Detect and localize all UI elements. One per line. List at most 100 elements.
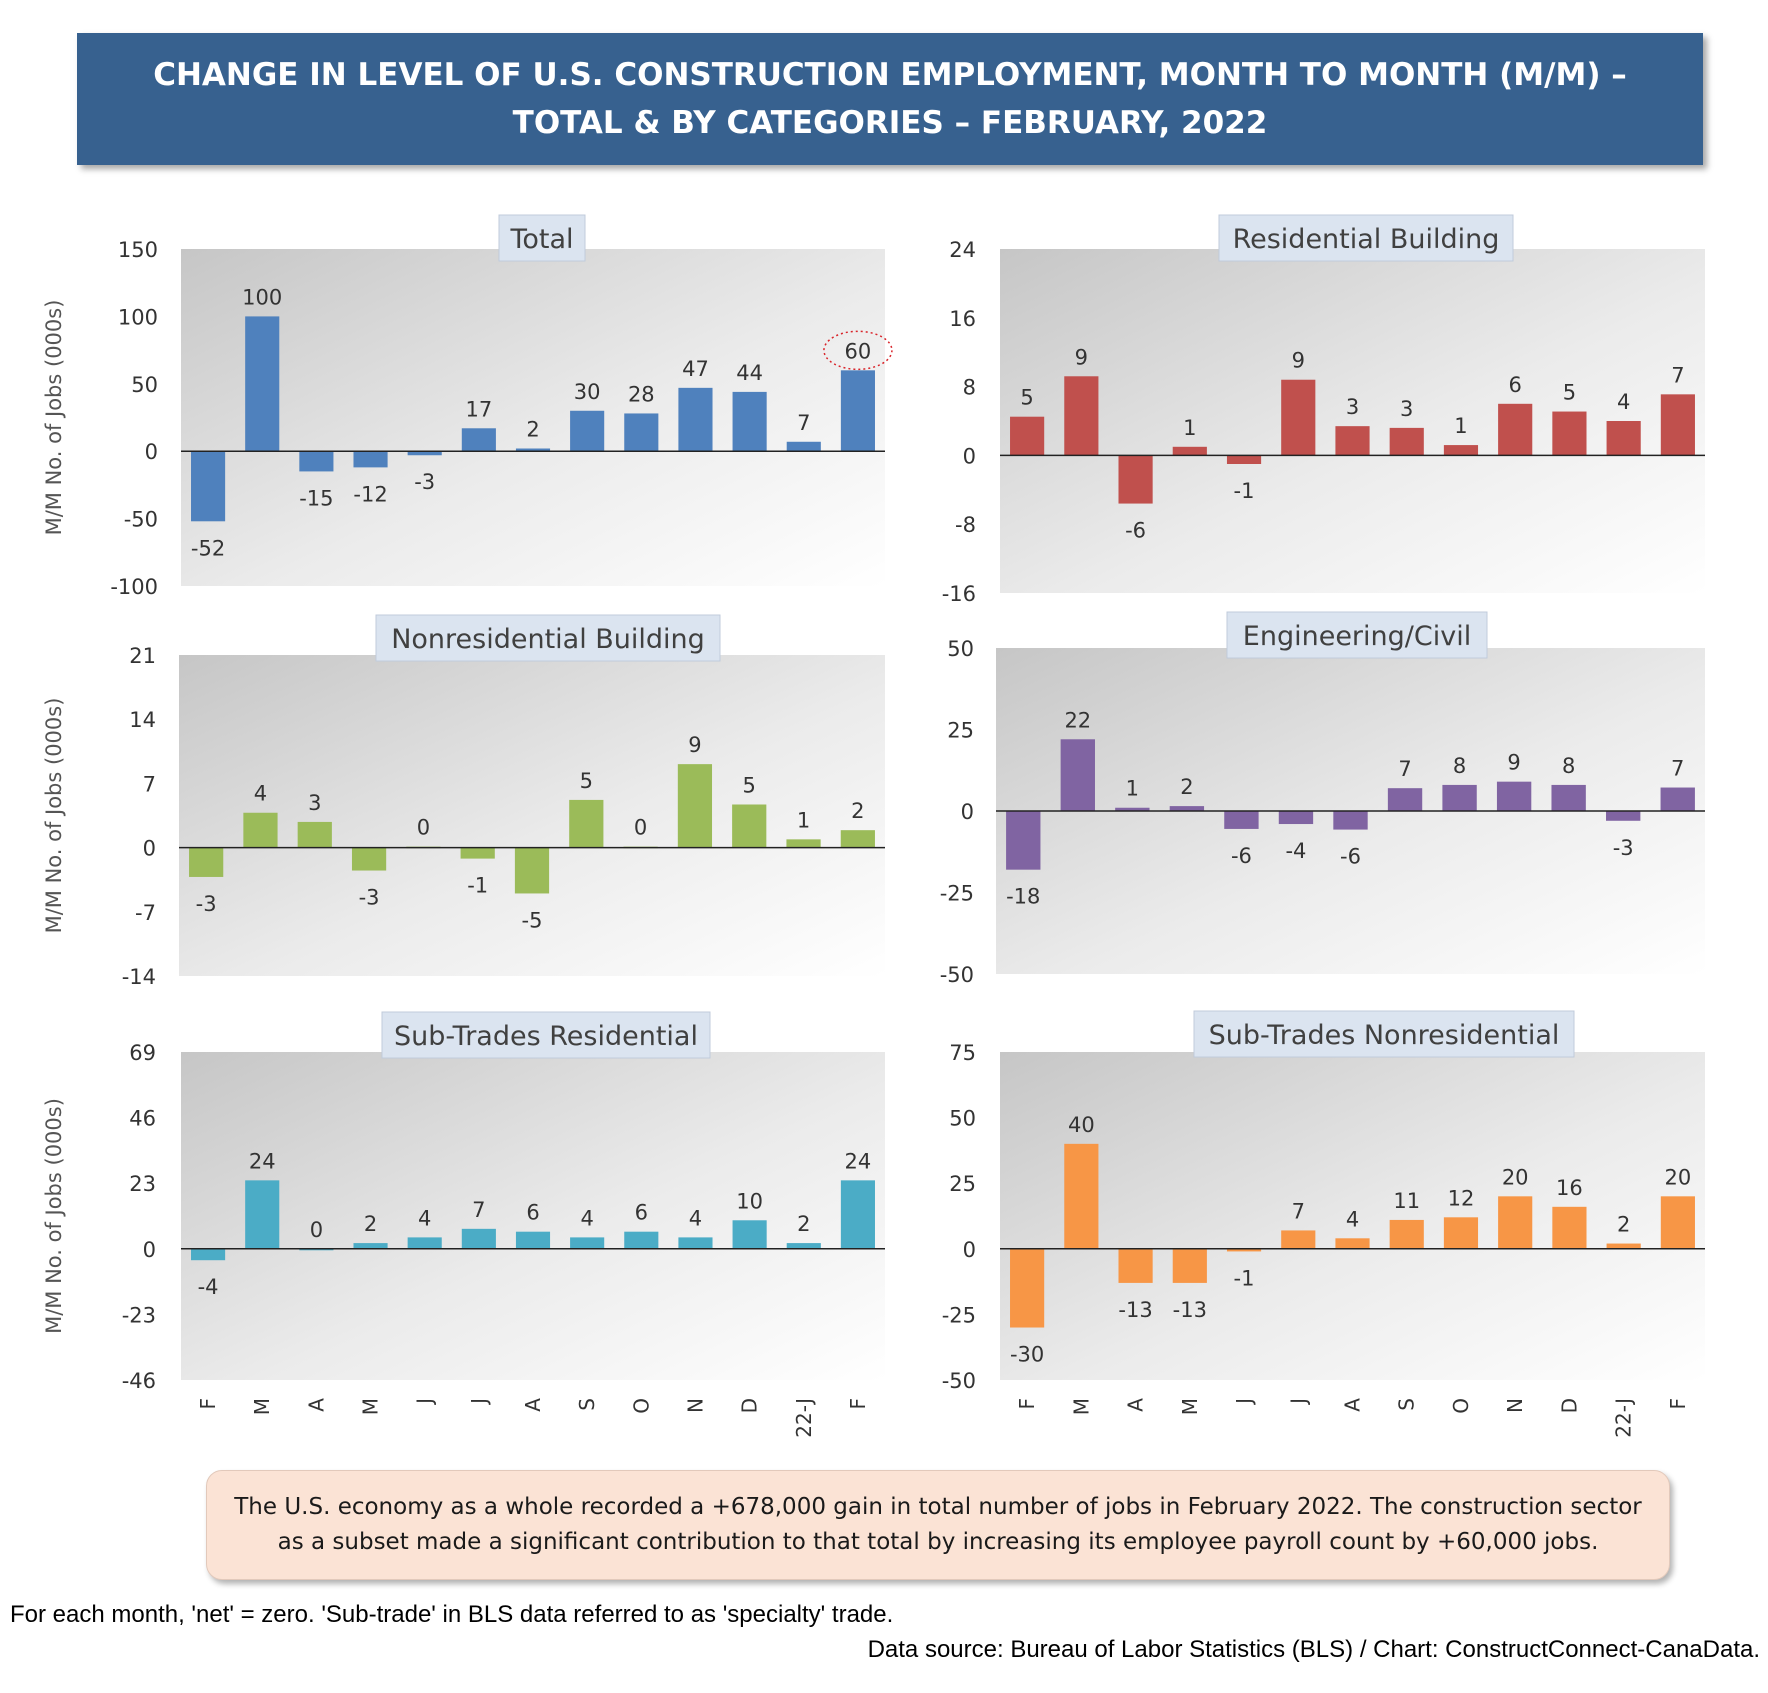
x-tick-label: 22-J (792, 1398, 816, 1438)
bar (570, 1237, 605, 1249)
bar (1606, 811, 1641, 821)
data-label: 7 (1292, 1199, 1305, 1223)
data-label: 1 (1183, 416, 1196, 440)
x-tick-label: M (1178, 1398, 1202, 1415)
x-tick-label: A (1124, 1398, 1148, 1412)
x-tick-label: A (1341, 1398, 1365, 1412)
data-label: 5 (1563, 381, 1576, 405)
chart-title-box (381, 1011, 711, 1059)
bar (1060, 739, 1095, 811)
data-label: 60 (845, 339, 872, 363)
y-tick-label: 16 (949, 307, 976, 331)
data-label: 20 (1502, 1165, 1529, 1189)
y-tick-label: 69 (129, 1041, 156, 1065)
data-label: -3 (359, 886, 380, 910)
x-tick-label: A (304, 1398, 328, 1412)
x-tick-label: F (846, 1398, 870, 1410)
y-tick-label: -50 (942, 1369, 976, 1393)
y-tick-label: -46 (122, 1369, 156, 1393)
data-label: 40 (1068, 1113, 1095, 1137)
data-label: 47 (682, 357, 709, 381)
data-label: 44 (736, 361, 763, 385)
bar (1606, 1243, 1641, 1249)
y-tick-label: 50 (131, 373, 158, 397)
plot-area (181, 249, 885, 586)
x-tick-label: N (1503, 1398, 1527, 1413)
bar (1226, 1248, 1262, 1252)
chart-title-box (1193, 1010, 1575, 1058)
x-tick-label: O (1449, 1398, 1473, 1414)
bar (678, 1237, 713, 1249)
y-tick-label: 25 (949, 1172, 976, 1196)
x-tick-label: A (521, 1398, 545, 1412)
data-label: -3 (1613, 836, 1634, 860)
data-label: 8 (1453, 754, 1466, 778)
bar (732, 391, 767, 452)
y-tick-label: -50 (124, 508, 158, 532)
y-tick-label: 75 (949, 1041, 976, 1065)
data-label: 1 (1126, 777, 1139, 801)
bar (1660, 1196, 1695, 1249)
y-tick-label: 0 (145, 440, 158, 464)
bar (1660, 394, 1695, 456)
chart-title: Sub-Trades Residential (394, 1021, 698, 1052)
y-tick-label: 50 (947, 637, 974, 661)
title-line-2: TOTAL & BY CATEGORIES – FEBRUARY, 2022 (512, 105, 1268, 141)
data-label: 6 (635, 1201, 648, 1225)
y-tick-label: -16 (942, 582, 976, 606)
bar (570, 410, 605, 452)
data-label: -3 (414, 470, 435, 494)
data-label: -15 (299, 486, 333, 510)
bar (840, 830, 875, 848)
bar (732, 1220, 767, 1249)
y-tick-label: 23 (129, 1172, 156, 1196)
data-label: 5 (580, 769, 593, 793)
y-tick-label: -14 (122, 965, 156, 989)
x-tick-label: S (1395, 1398, 1419, 1411)
chart-title: Nonresidential Building (391, 624, 705, 655)
data-label: 4 (1617, 390, 1630, 414)
y-tick-label: 0 (143, 837, 156, 861)
plot-area (179, 655, 885, 976)
y-tick-label: -100 (110, 575, 158, 599)
data-label: 4 (254, 782, 267, 806)
bar (1115, 807, 1150, 811)
bar (1387, 788, 1423, 811)
x-tick-label: J (467, 1398, 491, 1406)
bar (1498, 1196, 1533, 1249)
bar (1064, 376, 1099, 456)
data-label: 24 (845, 1149, 872, 1173)
data-label: 24 (249, 1149, 276, 1173)
bar (407, 1237, 442, 1249)
y-tick-label: 14 (129, 708, 156, 732)
bar (1551, 784, 1586, 811)
data-source: Data source: Bureau of Labor Statistics … (867, 1636, 1760, 1663)
y-tick-label: 25 (947, 719, 974, 743)
chart-title-box (375, 614, 721, 662)
bar (677, 764, 713, 848)
bar (243, 812, 278, 848)
data-label: 8 (1562, 754, 1575, 778)
bar (189, 847, 224, 877)
x-tick-label: J (413, 1398, 437, 1406)
chart-title-box (498, 214, 586, 262)
y-tick-label: 0 (963, 1238, 976, 1262)
data-label: 7 (1671, 757, 1684, 781)
data-label: -3 (196, 892, 217, 916)
y-tick-label: 46 (129, 1107, 156, 1131)
x-tick-label: M (250, 1398, 274, 1415)
data-label: 17 (465, 397, 492, 421)
bar (840, 1180, 875, 1249)
data-label: 0 (634, 816, 647, 840)
data-label: 1 (797, 808, 810, 832)
chart-title: Total (509, 224, 573, 255)
y-tick-label: -25 (942, 1303, 976, 1327)
data-label: 7 (1398, 757, 1411, 781)
data-label: 9 (1075, 345, 1088, 369)
bar (840, 370, 875, 452)
plot-area (1000, 1052, 1705, 1380)
y-axis-label: M/M No. of Jobs (000s) (42, 698, 66, 934)
data-label: 7 (1671, 363, 1684, 387)
bar (1442, 784, 1477, 811)
